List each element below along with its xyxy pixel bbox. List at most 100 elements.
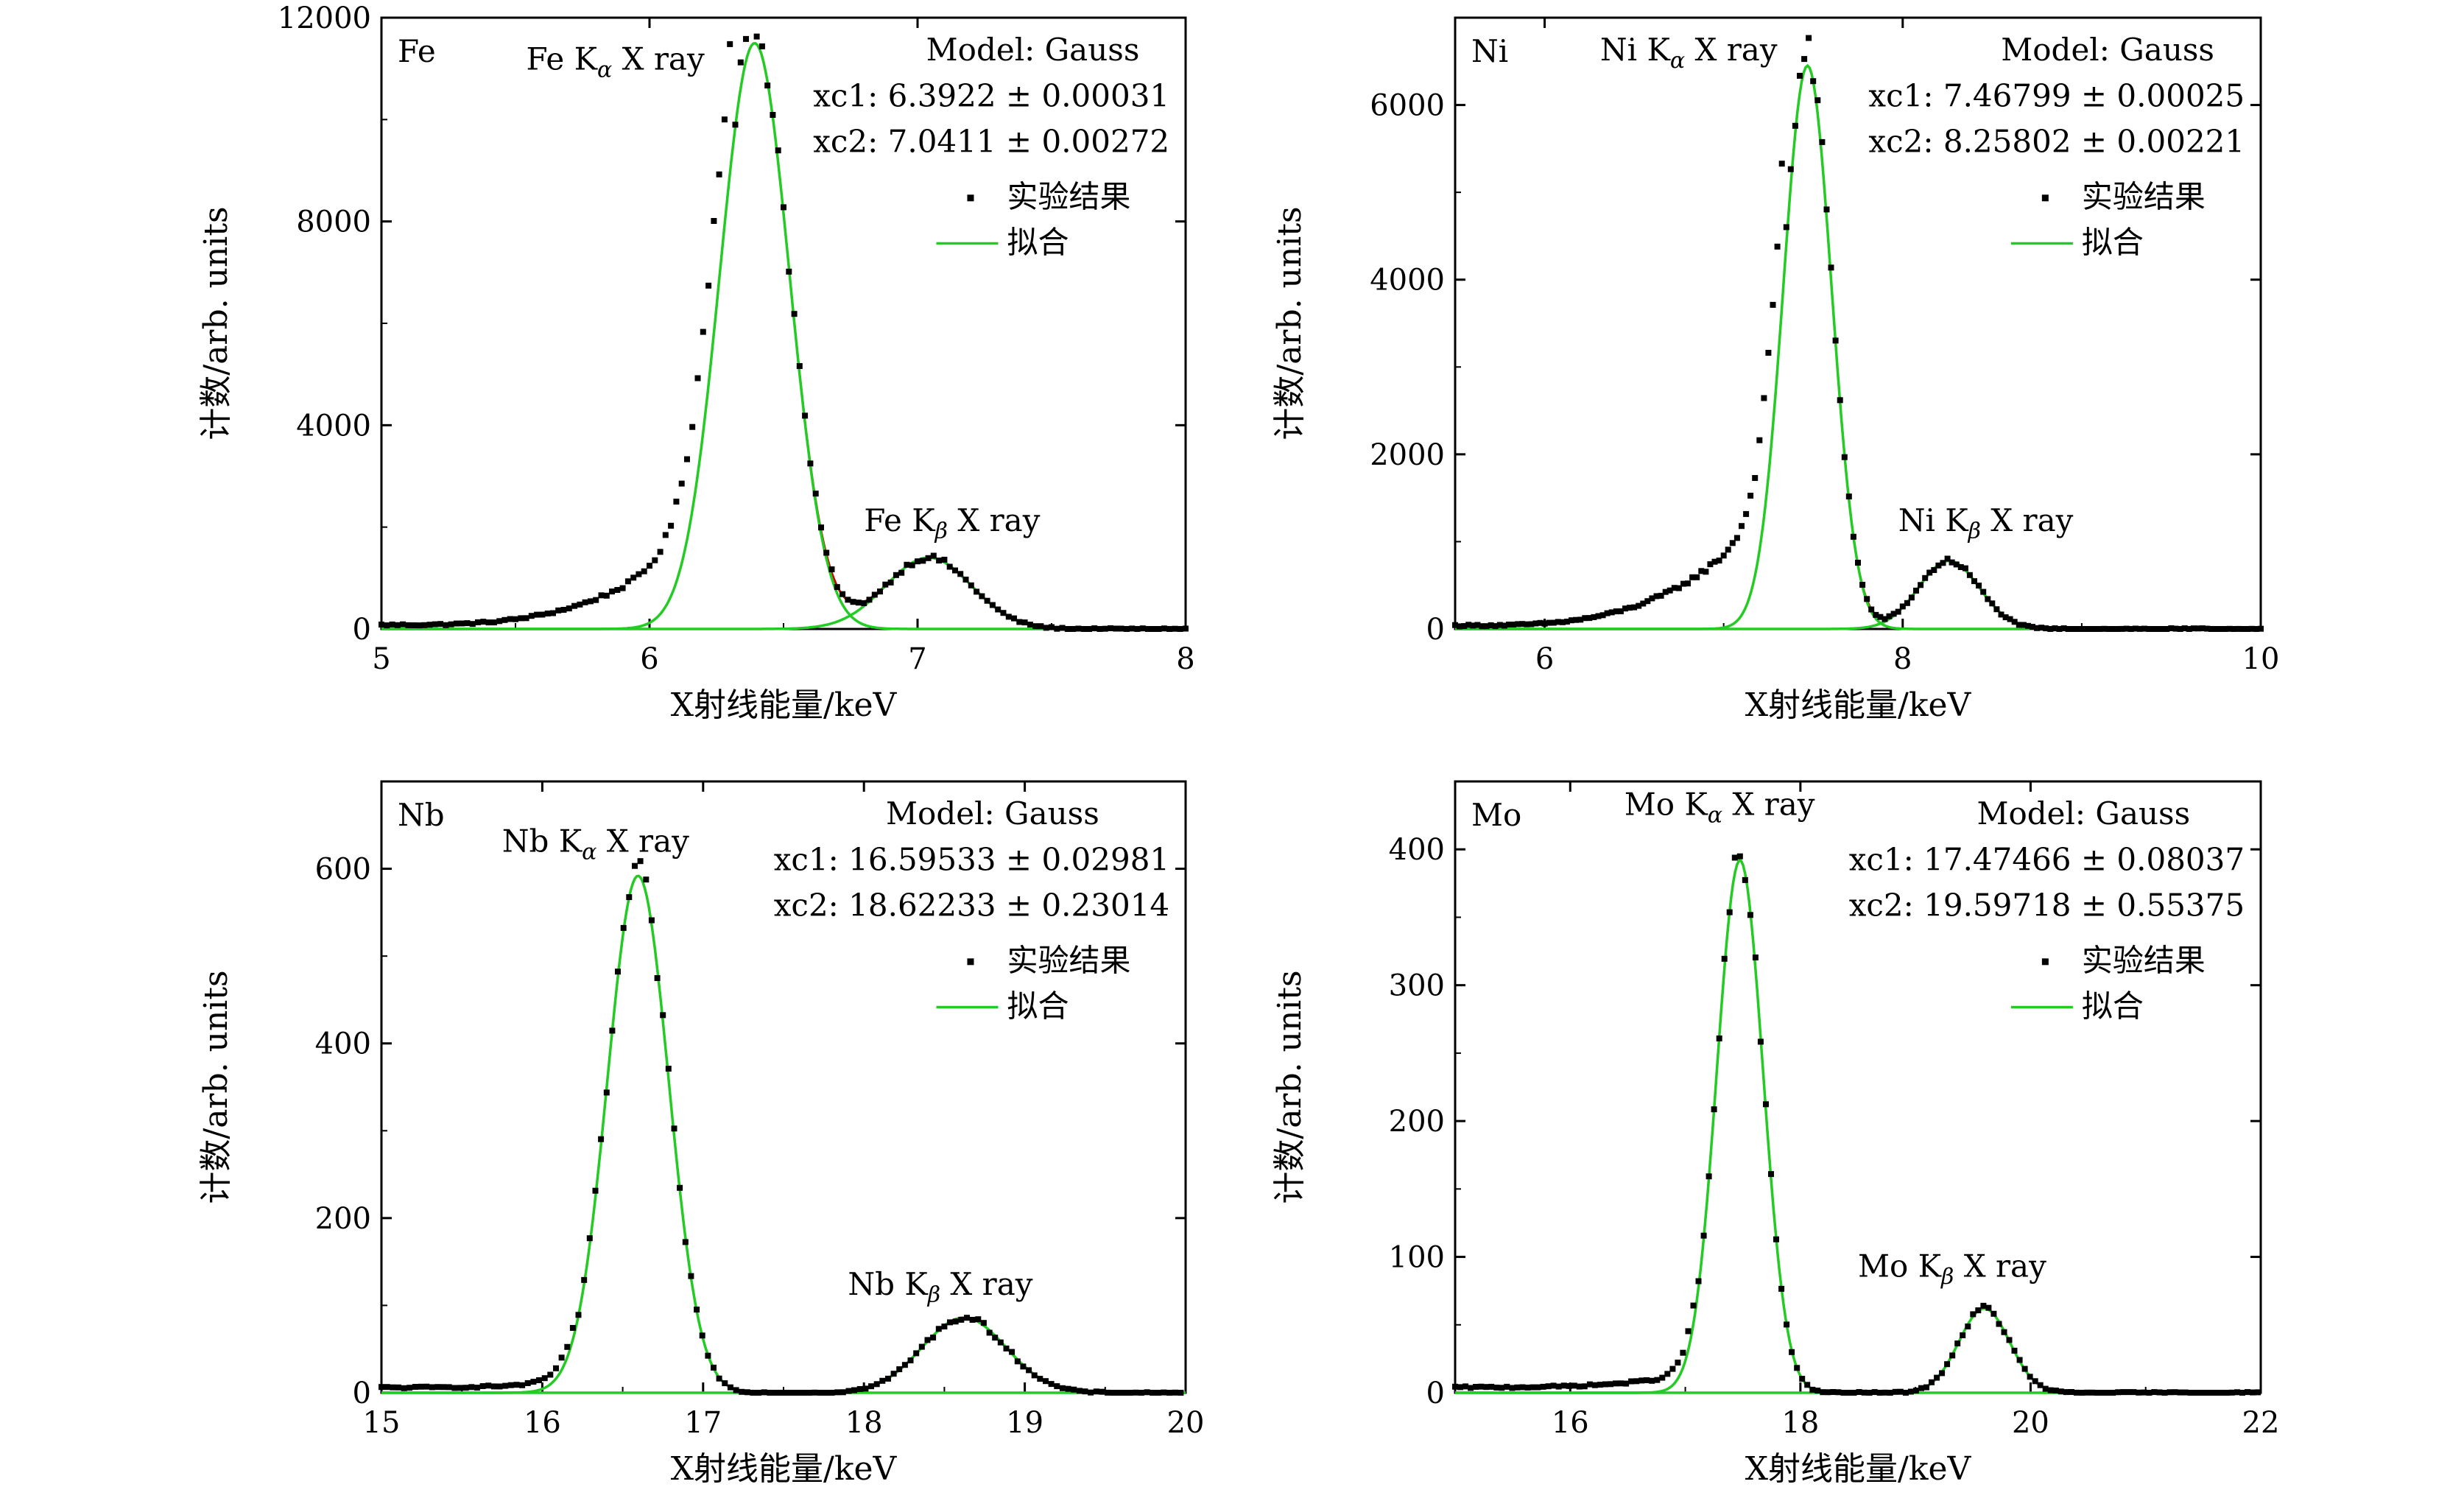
data-point <box>2187 1390 2194 1396</box>
data-point <box>1882 616 1888 622</box>
data-point <box>1886 613 1893 619</box>
data-point <box>1868 606 1875 613</box>
data-point <box>401 1385 407 1391</box>
data-point <box>1597 1382 1603 1388</box>
data-point <box>1864 596 1870 602</box>
data-point <box>1177 626 1183 632</box>
data-point <box>1752 475 1759 481</box>
data-point <box>958 1316 965 1323</box>
data-point <box>1555 619 1561 625</box>
fit-param-xc2: xc2: 18.62233 ± 0.23014 <box>774 887 1169 924</box>
data-point <box>429 1384 435 1391</box>
data-point <box>1698 568 1705 574</box>
data-point <box>1773 1236 1779 1242</box>
legend-marker-points <box>2041 958 2049 966</box>
data-point <box>817 1390 824 1396</box>
data-point <box>1161 625 1167 632</box>
data-point <box>995 606 1002 613</box>
y-tick-label: 0 <box>353 1377 371 1410</box>
data-point <box>1998 611 2004 618</box>
data-point <box>705 1352 711 1359</box>
data-point <box>2132 625 2139 632</box>
data-point <box>2084 1389 2090 1396</box>
data-point <box>986 1329 993 1336</box>
data-point <box>553 1365 559 1371</box>
data-point <box>962 576 969 583</box>
fit-param-xc1: xc1: 16.59533 ± 0.02981 <box>774 841 1169 877</box>
data-point <box>1122 1390 1127 1396</box>
data-point <box>1845 1390 1852 1396</box>
data-point <box>496 618 503 625</box>
data-point <box>2125 1389 2132 1396</box>
x-tick-label: 18 <box>1781 1406 1819 1440</box>
data-point <box>807 460 814 467</box>
data-point <box>1789 1349 1795 1355</box>
legend-marker-points <box>967 958 974 966</box>
data-point <box>1532 620 1539 627</box>
data-point <box>1707 561 1714 568</box>
data-point <box>1075 625 1082 632</box>
data-point <box>1706 1173 1712 1180</box>
data-point <box>530 1379 537 1385</box>
data-point <box>1576 1383 1583 1390</box>
data-point <box>2016 1357 2023 1363</box>
data-point <box>569 1325 576 1331</box>
k-alpha-label: Mo Kα X ray <box>1625 787 1815 829</box>
data-point <box>1856 1389 1862 1395</box>
data-point <box>1091 625 1098 632</box>
data-point <box>1483 1384 1490 1391</box>
data-point <box>2002 614 2009 621</box>
data-point <box>575 1312 582 1318</box>
data-point <box>1671 585 1678 591</box>
data-point <box>1703 569 1709 575</box>
data-point <box>772 1390 779 1396</box>
data-point <box>2079 1390 2085 1396</box>
data-point <box>2181 625 2188 632</box>
data-point <box>518 615 524 622</box>
data-point <box>1892 1388 1898 1395</box>
data-point <box>1172 625 1178 632</box>
data-point <box>1461 623 1468 629</box>
x-tick-label: 18 <box>845 1406 883 1440</box>
data-point <box>2025 622 2031 629</box>
y-tick-label: 400 <box>1389 833 1445 867</box>
data-point <box>2078 626 2085 632</box>
data-point <box>446 1384 452 1391</box>
data-point <box>1452 1383 1458 1390</box>
data-point <box>1027 622 1033 628</box>
data-point <box>448 621 454 628</box>
data-point <box>609 588 615 595</box>
data-point <box>901 1362 908 1368</box>
data-point <box>1907 1388 1914 1395</box>
data-point <box>1617 608 1624 614</box>
data-point <box>614 587 621 593</box>
data-point <box>1944 555 1951 562</box>
data-point <box>1155 626 1162 632</box>
data-point <box>1473 1384 1479 1390</box>
y-tick-label: 0 <box>353 613 371 647</box>
data-point <box>795 1390 801 1396</box>
data-point <box>1644 598 1651 605</box>
data-point <box>1468 1385 1474 1391</box>
data-point <box>1465 622 1472 628</box>
data-point <box>770 112 776 118</box>
data-point <box>1631 604 1638 611</box>
data-point <box>1922 574 1929 581</box>
data-point <box>598 592 605 599</box>
data-point <box>1757 1038 1764 1045</box>
y-tick-label: 600 <box>315 853 371 887</box>
data-point <box>2164 626 2170 632</box>
data-point <box>641 568 647 574</box>
data-point <box>1127 1390 1133 1396</box>
data-point <box>1478 1383 1485 1390</box>
data-point <box>834 1389 841 1396</box>
data-point <box>1178 1390 1184 1396</box>
data-point <box>2114 626 2121 632</box>
model-label: Model: Gauss <box>886 795 1099 832</box>
data-point <box>1897 1388 1904 1395</box>
data-point <box>1591 614 1597 620</box>
data-point <box>1752 955 1759 960</box>
data-point <box>1690 1302 1697 1309</box>
data-point <box>1845 493 1852 500</box>
data-point <box>2047 1387 2054 1393</box>
